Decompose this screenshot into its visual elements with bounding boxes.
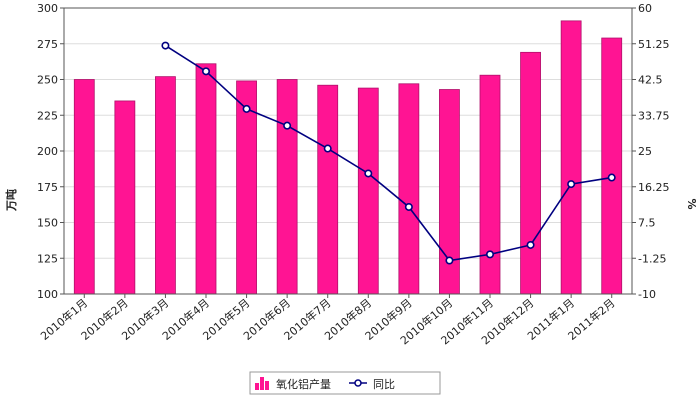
bar (357, 87, 379, 295)
legend-line-icon (349, 379, 367, 387)
right-tick-label: -10 (638, 288, 656, 301)
legend-label-production: 氧化铝产量 (276, 377, 331, 391)
right-tick-label: 60 (638, 2, 652, 15)
line-point (283, 121, 292, 130)
legend-bar-icon (255, 377, 269, 390)
legend-box (249, 371, 441, 395)
line-point (242, 104, 251, 113)
bar (73, 79, 95, 295)
bar (560, 20, 582, 295)
right-y-axis-title: % (685, 198, 698, 209)
line-point (485, 250, 494, 259)
bar (520, 51, 541, 295)
line-point (567, 180, 576, 189)
line-point (202, 67, 211, 76)
right-tick-label: 7.5 (638, 217, 656, 230)
right-tick-label: 42.5 (638, 74, 663, 87)
legend-label-yoy: 同比 (373, 378, 395, 391)
bar (601, 37, 623, 295)
right-tick-label: -1.25 (638, 252, 666, 265)
grid-lines (64, 43, 632, 259)
line-point (607, 173, 616, 182)
left-tick-label: 275 (37, 38, 58, 51)
right-tick-label: 25 (638, 145, 652, 158)
left-tick-label: 125 (37, 252, 58, 265)
left-tick-label: 175 (37, 181, 58, 194)
line-series (161, 41, 616, 265)
bar (114, 100, 136, 295)
bar-series (73, 20, 623, 295)
bar (195, 63, 217, 295)
x-axis-ticks: 2010年1月2010年2月2010年3月2010年4月2010年5月2010年… (38, 294, 618, 347)
line-point (161, 41, 170, 50)
right-y-axis-ticks: -10 -1.25 7.5 16.25 25 33.75 42.5 51.25 60 (632, 2, 670, 301)
left-tick-label: 250 (37, 74, 58, 87)
line-point (526, 240, 535, 249)
left-tick-label: 200 (37, 145, 58, 158)
left-tick-label: 150 (37, 217, 58, 230)
left-y-axis-ticks: 100 125 150 175 200 225 250 275 300 (37, 2, 64, 301)
line-point (404, 202, 413, 211)
right-tick-label: 16.25 (638, 181, 670, 194)
left-y-axis-title: 万吨 (4, 189, 18, 212)
bar (317, 84, 339, 295)
left-tick-label: 225 (37, 109, 58, 122)
bar (398, 83, 420, 295)
left-tick-label: 300 (37, 2, 58, 15)
right-tick-label: 33.75 (638, 109, 670, 122)
line-point (445, 256, 454, 265)
bar (276, 79, 298, 295)
line-point (323, 144, 332, 153)
right-tick-label: 51.25 (638, 38, 670, 51)
left-tick-label: 100 (37, 288, 58, 301)
line-point (364, 169, 373, 178)
bar (479, 74, 501, 295)
bar (155, 76, 176, 295)
legend: 氧化铝产量 同比 (249, 371, 441, 395)
line-path (165, 44, 612, 262)
